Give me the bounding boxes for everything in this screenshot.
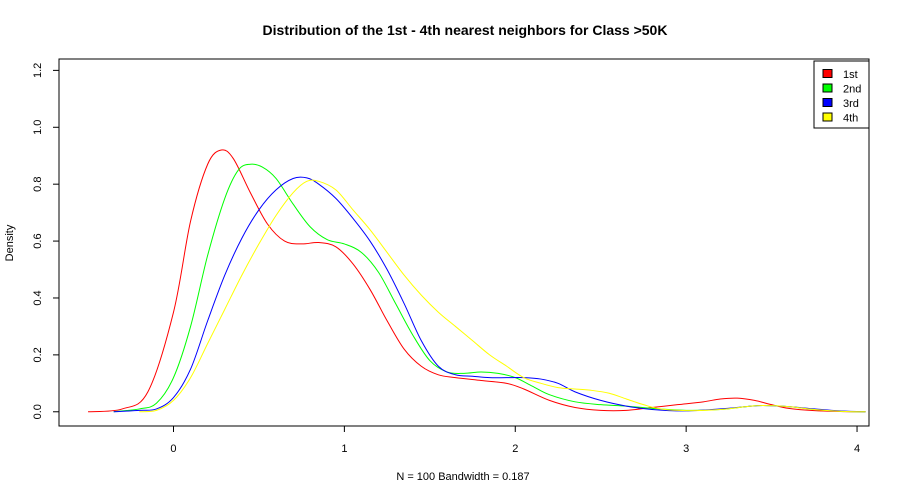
legend: 1st 2nd 3rd 4th [813,60,870,129]
series-line-4th [139,179,866,413]
legend-swatch-4th [822,112,833,122]
y-tick-label: 0.8 [32,177,44,192]
x-tick-label: 3 [683,443,689,455]
x-tick-label: 2 [512,443,518,455]
y-tick-label: 0.2 [32,347,44,362]
legend-swatch-1st [822,69,833,78]
x-axis: 0 1 2 3 4 [170,425,860,455]
y-tick-label: 1.0 [32,120,44,135]
series-line-2nd [113,163,866,413]
y-tick-label: 0.6 [32,233,44,248]
y-tick-label: 1.2 [32,63,44,78]
legend-label-1st: 1st [843,69,858,81]
y-axis: 0.0 0.2 0.4 0.6 0.8 1.0 1.2 [32,63,60,419]
legend-label-3rd: 3rd [843,98,859,110]
x-tick-label: 0 [170,443,176,455]
chart-title: Distribution of the 1st - 4th nearest ne… [263,22,668,38]
plot-frame [58,58,870,427]
y-tick-label: 0.0 [32,404,44,419]
x-tick-label: 4 [854,443,860,455]
x-axis-label: N = 100 Bandwidth = 0.187 [396,471,529,483]
legend-swatch-3rd [822,98,833,107]
y-axis-label: Density [4,224,16,261]
y-tick-label: 0.4 [32,290,44,305]
x-tick-label: 1 [341,443,347,455]
legend-label-4th: 4th [843,113,858,125]
series-line-1st [88,149,866,413]
legend-swatch-2nd [822,83,833,93]
legend-label-2nd: 2nd [843,84,861,96]
series-line-3rd [113,176,866,413]
series-lines [88,149,866,413]
